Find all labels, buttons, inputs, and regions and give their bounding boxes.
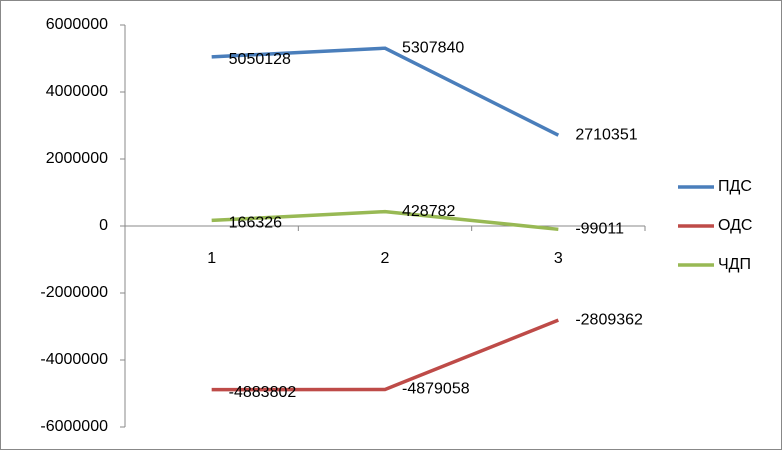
x-tick-label: 3	[554, 250, 563, 267]
data-label: 2710351	[575, 126, 637, 143]
legend-label: ПДС	[718, 178, 752, 195]
series-line	[211, 318, 559, 392]
data-label: 166326	[229, 215, 282, 232]
data-label: -4883802	[229, 384, 297, 401]
series-line	[211, 46, 560, 137]
y-tick-label: 0	[99, 217, 108, 234]
y-tick-label: 2000000	[46, 150, 108, 167]
data-label: 5050128	[229, 51, 291, 68]
y-tick-label: -2000000	[40, 284, 108, 301]
legend-label: ЧДП	[718, 256, 751, 273]
y-tick-label: 6000000	[46, 16, 108, 33]
data-label: 5307840	[402, 39, 464, 56]
y-tick-label: 4000000	[46, 83, 108, 100]
series-line	[211, 209, 559, 232]
data-label: -2809362	[575, 311, 643, 328]
y-tick-label: -4000000	[40, 351, 108, 368]
x-tick-label: 1	[207, 250, 216, 267]
legend-label: ОДС	[718, 217, 752, 234]
y-tick-label: -6000000	[40, 418, 108, 435]
x-tick-label: 2	[381, 250, 390, 267]
data-label: 428782	[402, 203, 455, 220]
data-label: -99011	[575, 221, 624, 238]
data-label: -4879058	[402, 381, 470, 398]
